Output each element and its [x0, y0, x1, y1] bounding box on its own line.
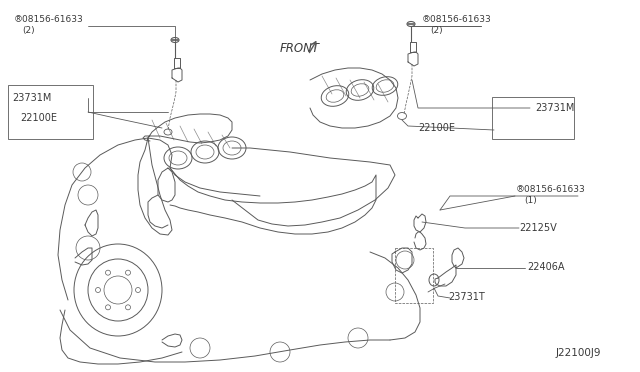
Text: FRONT: FRONT: [280, 42, 320, 55]
Text: 23731M: 23731M: [12, 93, 51, 103]
Bar: [8, 85, 93, 139]
Text: (2): (2): [430, 26, 443, 35]
Text: ®08156-61633: ®08156-61633: [14, 15, 84, 23]
Bar: [492, 97, 574, 139]
Bar: [395, 248, 433, 303]
Text: 23731T: 23731T: [448, 292, 484, 302]
Text: ®08156-61633: ®08156-61633: [422, 15, 492, 23]
Text: J22100J9: J22100J9: [556, 348, 602, 358]
Text: ®08156-61633: ®08156-61633: [516, 186, 586, 195]
Text: 22100E: 22100E: [20, 113, 57, 123]
Text: (2): (2): [22, 26, 35, 35]
Text: 22406A: 22406A: [527, 262, 564, 272]
Text: 22125V: 22125V: [519, 223, 557, 233]
Text: 23731M: 23731M: [535, 103, 574, 113]
Text: (1): (1): [524, 196, 537, 205]
Text: 22100E: 22100E: [418, 123, 455, 133]
